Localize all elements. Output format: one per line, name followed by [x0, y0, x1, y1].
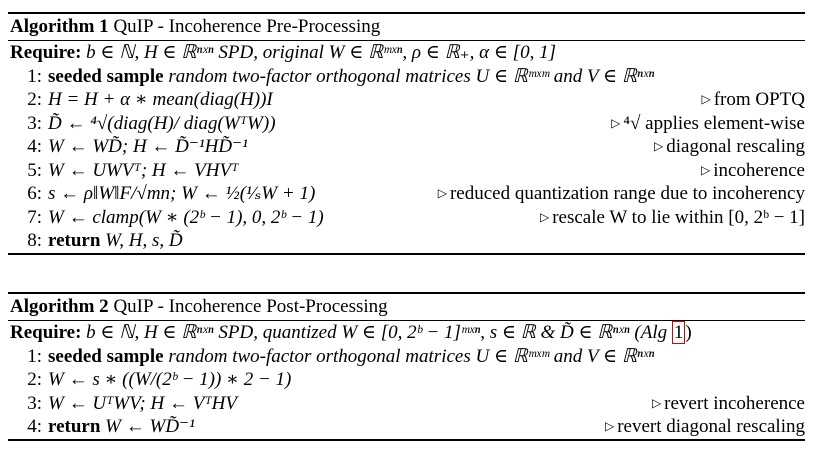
step-text: W ← UWVᵀ; H ← VHVᵀ	[48, 159, 239, 181]
step-list: 1: seeded sample random two-factor orthog…	[8, 345, 805, 439]
step-number: 8:	[27, 230, 42, 251]
triangle-right-icon: ▷	[701, 92, 711, 106]
algorithm-step: 2: H = H + α ∗ mean(diag(H))I ▷ from OPTQ	[8, 88, 805, 112]
algorithm-step: 8: return W, H, s, D̃	[8, 229, 805, 253]
step-text: random two-factor orthogonal matrices U …	[163, 65, 655, 87]
step-keyword: return	[48, 416, 101, 437]
require-text: b ∈ ℕ, H ∈ ℝⁿˣⁿ SPD, quantized W ∈ [0, 2…	[86, 322, 672, 343]
step-text: s ← ρ‖W‖F/√mn; W ← ½(¹⁄ₛW + 1)	[48, 183, 316, 204]
algorithm-step: 4: W ← WD̃; H ← D̃⁻¹HD̃⁻¹ ▷ diagonal rescal…	[8, 135, 805, 159]
algorithm-name: QuIP - Incoherence Post-Processing	[113, 296, 388, 317]
algorithm-step: 3: D̃ ← ⁴√(diag(H)/ diag(WᵀW)) ▷ ⁴√ applies…	[8, 112, 805, 136]
require-line: Require: b ∈ ℕ, H ∈ ℝⁿˣⁿ SPD, quantized …	[8, 321, 805, 345]
triangle-right-icon: ▷	[539, 209, 550, 224]
step-text: W ← UᵀWV; H ← VᵀHV	[48, 392, 237, 414]
step-comment: ▷ from OPTQ	[701, 88, 805, 112]
algorithm-step: 3: W ← UᵀWV; H ← VᵀHV ▷ revert incoherence	[8, 392, 805, 416]
step-text: W ← WD̃⁻¹	[100, 416, 195, 437]
algorithm-step: 6: s ← ρ‖W‖F/√mn; W ← ½(¹⁄ₛW + 1) ▷ reduced…	[8, 182, 805, 206]
step-comment: ▷ ⁴√ applies element-wise	[611, 112, 805, 136]
step-number: 5:	[27, 159, 42, 181]
step-text: H = H + α ∗ mean(diag(H))I	[48, 89, 273, 110]
algorithm-title: Algorithm 2 QuIP - Incoherence Post-Proc…	[8, 294, 805, 320]
comment-text: revert incoherence	[664, 392, 805, 414]
step-number: 3:	[27, 112, 42, 134]
algorithm-1: Algorithm 1 QuIP - Incoherence Pre-Proce…	[8, 12, 805, 255]
algorithm-2: Algorithm 2 QuIP - Incoherence Post-Proc…	[8, 292, 805, 441]
algorithm-name: QuIP - Incoherence Pre-Processing	[113, 16, 381, 37]
triangle-right-icon: ▷	[437, 186, 447, 200]
algorithm-step: 1: seeded sample random two-factor orthog…	[8, 65, 805, 89]
require-text: b ∈ ℕ, H ∈ ℝⁿˣⁿ SPD, original W ∈ ℝᵐˣⁿ, …	[86, 42, 556, 63]
step-comment: ▷ diagonal rescaling	[654, 135, 805, 159]
require-line: Require: b ∈ ℕ, H ∈ ℝⁿˣⁿ SPD, original W…	[8, 41, 805, 65]
step-number: 7:	[27, 206, 42, 228]
step-comment: ▷ rescale W to lie within [0, 2ᵇ − 1]	[540, 206, 805, 230]
step-comment: ▷ revert diagonal rescaling	[605, 415, 805, 439]
algorithm-step: 7: W ← clamp(W ∗ (2ᵇ − 1), 0, 2ᵇ − 1) ▷ res…	[8, 206, 805, 230]
step-number: 4:	[27, 136, 42, 157]
comment-text: diagonal rescaling	[666, 136, 805, 157]
step-keyword: seeded sample	[48, 345, 164, 367]
step-keyword: return	[48, 230, 101, 251]
step-text: random two-factor orthogonal matrices U …	[163, 345, 655, 367]
step-number: 6:	[27, 183, 42, 204]
triangle-right-icon: ▷	[651, 395, 662, 410]
step-comment: ▷ incoherence	[701, 159, 805, 183]
algorithm-label: Algorithm 2	[10, 296, 109, 317]
triangle-right-icon: ▷	[604, 419, 615, 433]
step-number: 3:	[27, 392, 42, 414]
step-number: 1:	[27, 65, 42, 87]
algorithm-reference-link[interactable]: 1	[671, 321, 686, 344]
comment-text: reduced quantization range due to incohe…	[449, 183, 805, 204]
comment-text: rescale W to lie within [0, 2ᵇ − 1]	[552, 206, 805, 228]
triangle-right-icon: ▷	[611, 115, 621, 130]
comment-text: ⁴√ applies element-wise	[623, 112, 805, 134]
comment-text: incoherence	[713, 159, 805, 181]
title-rule	[8, 320, 805, 321]
title-rule	[8, 40, 805, 41]
step-number: 4:	[27, 416, 42, 437]
step-number: 2:	[27, 369, 42, 390]
triangle-right-icon: ▷	[654, 139, 664, 153]
algorithm-label: Algorithm 1	[10, 16, 109, 37]
step-keyword: seeded sample	[48, 65, 164, 87]
require-keyword: Require:	[10, 42, 82, 63]
comment-text: revert diagonal rescaling	[617, 416, 805, 437]
top-rule	[8, 292, 805, 294]
algorithm-step: 1: seeded sample random two-factor orthog…	[8, 345, 805, 369]
algorithm-step: 4: return W ← WD̃⁻¹ ▷ revert diagonal resca…	[8, 415, 805, 439]
step-text: W, H, s, D̃	[100, 230, 183, 251]
step-number: 1:	[27, 345, 42, 367]
step-text: W ← s ∗ ((W/(2ᵇ − 1)) ∗ 2 − 1)	[48, 369, 292, 390]
bottom-rule	[8, 252, 805, 255]
require-close: )	[685, 322, 692, 343]
algorithm-step: 2: W ← s ∗ ((W/(2ᵇ − 1)) ∗ 2 − 1)	[8, 368, 805, 392]
top-rule	[8, 12, 805, 14]
require-keyword: Require:	[10, 322, 82, 343]
step-text: W ← WD̃; H ← D̃⁻¹HD̃⁻¹	[48, 136, 248, 157]
algorithm-title: Algorithm 1 QuIP - Incoherence Pre-Proce…	[8, 14, 805, 40]
step-comment: ▷ reduced quantization range due to incoh…	[438, 182, 805, 206]
bottom-rule	[8, 438, 805, 441]
comment-text: from OPTQ	[713, 89, 805, 110]
step-comment: ▷ revert incoherence	[652, 392, 805, 416]
step-text: D̃ ← ⁴√(diag(H)/ diag(WᵀW))	[48, 112, 276, 134]
algorithm-step: 5: W ← UWVᵀ; H ← VHVᵀ ▷ incoherence	[8, 159, 805, 183]
step-text: W ← clamp(W ∗ (2ᵇ − 1), 0, 2ᵇ − 1)	[48, 206, 324, 228]
step-list: 1: seeded sample random two-factor orthog…	[8, 65, 805, 253]
triangle-right-icon: ▷	[700, 162, 711, 177]
step-number: 2:	[27, 89, 42, 110]
